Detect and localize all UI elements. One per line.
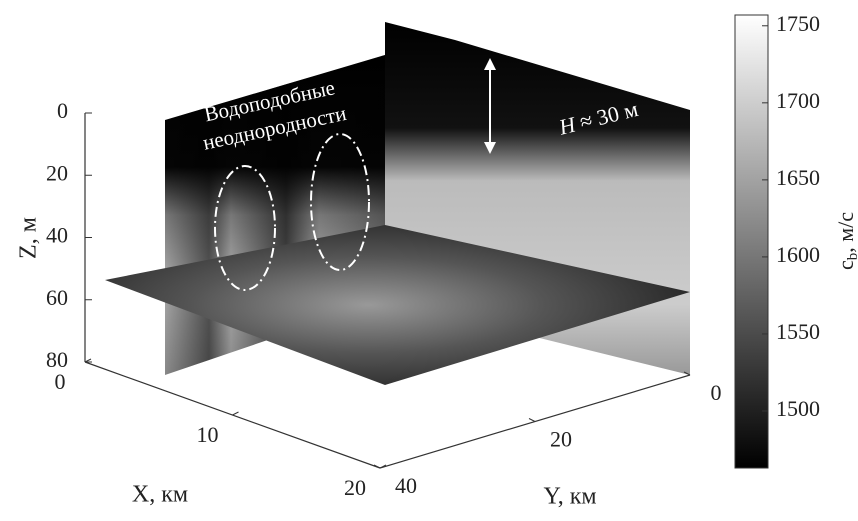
chart: Водоподобные неоднородности H ≈ 30 м Z, … — [0, 0, 858, 516]
page: {"chart_data": {"type": "slice3d", "zlab… — [0, 0, 858, 521]
z-tick-label: 40 — [46, 223, 68, 248]
colorbar-tick-label: 1600 — [776, 242, 820, 267]
colorbar-tick-label: 1700 — [776, 88, 820, 113]
x-tick-label: 10 — [197, 422, 219, 447]
z-tick-label: 60 — [46, 285, 68, 310]
x-tick-label: 0 — [55, 369, 66, 394]
colorbar-label: cb, м/с — [833, 212, 858, 270]
colorbar-tick-label: 1750 — [776, 11, 820, 36]
x-axis-label: X, км — [132, 482, 188, 508]
colorbar-unit: , м/с — [833, 212, 858, 253]
colorbar-symbol: c — [833, 260, 858, 270]
y-tick-label: 40 — [395, 473, 417, 498]
y-tick-label: 20 — [550, 427, 572, 452]
x-tick-label: 20 — [344, 475, 366, 500]
z-tick-label: 0 — [57, 98, 68, 123]
y-tick-label: 0 — [711, 380, 722, 405]
y-tick — [529, 419, 535, 422]
x-tick — [233, 412, 239, 415]
colorbar — [735, 15, 768, 468]
z-tick-label: 20 — [46, 160, 68, 185]
z-axis-label: Z, м — [16, 217, 42, 259]
colorbar-tick-label: 1550 — [776, 319, 820, 344]
colorbar-tick-label: 1500 — [776, 396, 820, 421]
colorbar-tick-label: 1650 — [776, 165, 820, 190]
colorbar-subscript: b — [845, 253, 858, 261]
y-axis-label: Y, км — [543, 484, 596, 510]
